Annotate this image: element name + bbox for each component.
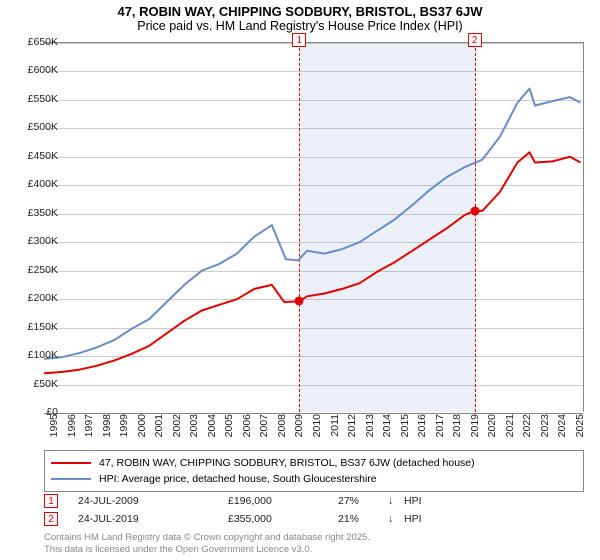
legend-swatch-hpi: [51, 478, 91, 480]
down-arrow-icon: ↓: [388, 513, 404, 525]
footer: Contains HM Land Registry data © Crown c…: [44, 532, 370, 556]
y-tick-label: £450K: [28, 150, 58, 162]
y-tick-label: £500K: [28, 121, 58, 133]
event-vs: HPI: [404, 513, 444, 525]
legend-label-hpi: HPI: Average price, detached house, Sout…: [99, 473, 377, 485]
x-tick-label: 2002: [171, 414, 183, 437]
event-date: 24-JUL-2019: [78, 513, 228, 525]
x-tick-label: 2008: [276, 414, 288, 437]
y-tick-label: £550K: [28, 93, 58, 105]
down-arrow-icon: ↓: [388, 495, 404, 507]
x-tick-label: 2005: [223, 414, 235, 437]
y-tick-label: £350K: [28, 207, 58, 219]
x-tick-label: 2012: [346, 414, 358, 437]
legend-item-hpi: HPI: Average price, detached house, Sout…: [51, 471, 577, 487]
event-date: 24-JUL-2009: [78, 495, 228, 507]
event-pct: 27%: [338, 495, 388, 507]
chart-container: 47, ROBIN WAY, CHIPPING SODBURY, BRISTOL…: [0, 0, 600, 560]
event-marker-box: 1: [44, 494, 58, 508]
x-tick-label: 2000: [136, 414, 148, 437]
title-subtitle: Price paid vs. HM Land Registry's House …: [0, 19, 600, 33]
series-line-price_paid: [44, 152, 581, 373]
x-tick-label: 2017: [434, 414, 446, 437]
y-tick-label: £600K: [28, 64, 58, 76]
title-address: 47, ROBIN WAY, CHIPPING SODBURY, BRISTOL…: [0, 4, 600, 19]
legend-swatch-price-paid: [51, 462, 91, 464]
y-tick-label: £100K: [28, 349, 58, 361]
x-tick-label: 2013: [364, 414, 376, 437]
title-block: 47, ROBIN WAY, CHIPPING SODBURY, BRISTOL…: [0, 0, 600, 33]
x-tick-label: 1995: [48, 414, 60, 437]
y-tick-label: £50K: [33, 378, 58, 390]
x-tick-label: 2018: [451, 414, 463, 437]
x-tick-label: 2006: [241, 414, 253, 437]
event-data-point: [470, 206, 479, 215]
x-tick-label: 2004: [206, 414, 218, 437]
event-marker-box: 2: [44, 512, 58, 526]
x-tick-label: 1996: [66, 414, 78, 437]
x-tick-label: 2024: [556, 414, 568, 437]
y-tick-label: £200K: [28, 292, 58, 304]
x-tick-label: 2020: [486, 414, 498, 437]
x-tick-label: 2025: [574, 414, 586, 437]
x-tick-label: 1999: [118, 414, 130, 437]
event-row: 1 24-JUL-2009 £196,000 27% ↓ HPI: [44, 492, 444, 510]
y-tick-label: £300K: [28, 235, 58, 247]
footer-line2: This data is licensed under the Open Gov…: [44, 544, 370, 556]
x-tick-label: 1998: [101, 414, 113, 437]
event-price: £355,000: [228, 513, 338, 525]
footer-line1: Contains HM Land Registry data © Crown c…: [44, 532, 370, 544]
x-tick-label: 2023: [539, 414, 551, 437]
x-tick-label: 2010: [311, 414, 323, 437]
x-tick-label: 2022: [521, 414, 533, 437]
x-tick-label: 2007: [258, 414, 270, 437]
x-tick-label: 1997: [83, 414, 95, 437]
x-tick-label: 2003: [188, 414, 200, 437]
x-tick-label: 2021: [504, 414, 516, 437]
x-tick-label: 2011: [329, 414, 341, 437]
y-tick-label: £150K: [28, 321, 58, 333]
legend-item-price-paid: 47, ROBIN WAY, CHIPPING SODBURY, BRISTOL…: [51, 455, 577, 471]
y-tick-label: £650K: [28, 36, 58, 48]
x-tick-label: 2009: [293, 414, 305, 437]
plot-area: 12: [44, 42, 584, 412]
series-line-hpi: [44, 89, 581, 359]
event-pct: 21%: [338, 513, 388, 525]
x-tick-label: 2014: [381, 414, 393, 437]
event-price: £196,000: [228, 495, 338, 507]
legend-label-price-paid: 47, ROBIN WAY, CHIPPING SODBURY, BRISTOL…: [99, 457, 475, 469]
event-vs: HPI: [404, 495, 444, 507]
event-table: 1 24-JUL-2009 £196,000 27% ↓ HPI 2 24-JU…: [44, 492, 444, 528]
series-svg: [44, 43, 584, 413]
y-tick-label: £400K: [28, 178, 58, 190]
x-tick-label: 2015: [399, 414, 411, 437]
event-data-point: [295, 297, 304, 306]
x-tick-label: 2016: [416, 414, 428, 437]
y-tick-label: £250K: [28, 264, 58, 276]
x-tick-label: 2001: [153, 414, 165, 437]
x-tick-label: 2019: [469, 414, 481, 437]
event-row: 2 24-JUL-2019 £355,000 21% ↓ HPI: [44, 510, 444, 528]
legend: 47, ROBIN WAY, CHIPPING SODBURY, BRISTOL…: [44, 450, 584, 492]
